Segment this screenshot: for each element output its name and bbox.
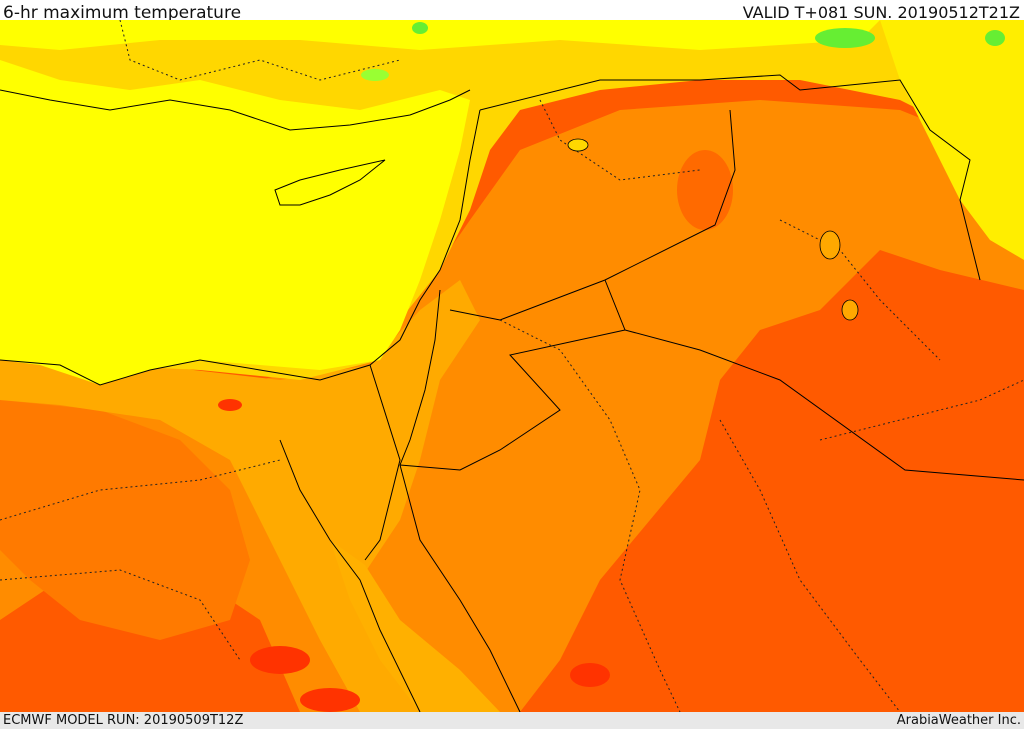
mediterranean-coast <box>0 109 481 386</box>
turkey-coast <box>0 89 471 131</box>
borders <box>0 74 1024 712</box>
model-run-label: ECMWF MODEL RUN: 20190509T12Z <box>3 713 244 728</box>
red-sea-coast-east <box>399 464 521 712</box>
map-header: 6-hr maximum temperature VALID T+081 SUN… <box>0 0 1024 23</box>
hot-spot-iraq <box>677 150 733 230</box>
lake-razzaza <box>841 299 859 321</box>
red-sea-amber <box>330 540 500 712</box>
temp-field-orange <box>0 100 1024 712</box>
cyprus-outline <box>274 159 386 206</box>
temp-field-orange-west <box>0 400 250 640</box>
lake-assad <box>567 138 589 152</box>
map-title: 6-hr maximum temperature <box>3 3 242 23</box>
hot-spot-south <box>570 663 610 687</box>
iraq-border <box>449 109 736 321</box>
mediterranean-yellow <box>0 60 470 385</box>
saudi-border <box>624 329 1024 481</box>
hot-spot-nile <box>250 646 310 674</box>
admin-borders <box>0 20 1024 712</box>
lake-tharthar <box>819 230 841 260</box>
north-yellow-strip <box>0 20 880 50</box>
levant-border <box>479 74 981 281</box>
credit-label: ArabiaWeather Inc. <box>896 713 1021 728</box>
cool-patch-north <box>815 28 875 48</box>
red-sea-coast-west <box>279 439 421 712</box>
north-east-yellow <box>880 20 1024 260</box>
map-footer: ECMWF MODEL RUN: 20190509T12Z ArabiaWeat… <box>0 712 1024 729</box>
temperature-map[interactable] <box>0 20 1024 712</box>
hot-spot-egypt <box>218 399 242 411</box>
cool-patch-north-2 <box>361 69 389 81</box>
cool-patch-east <box>985 30 1005 46</box>
hot-spot-southwest <box>300 688 360 712</box>
israel-coast <box>399 289 441 466</box>
valid-time-label: VALID T+081 SUN. 20190512T21Z <box>742 3 1020 22</box>
sinai-border <box>364 364 401 561</box>
cool-patch-north-3 <box>412 22 428 34</box>
